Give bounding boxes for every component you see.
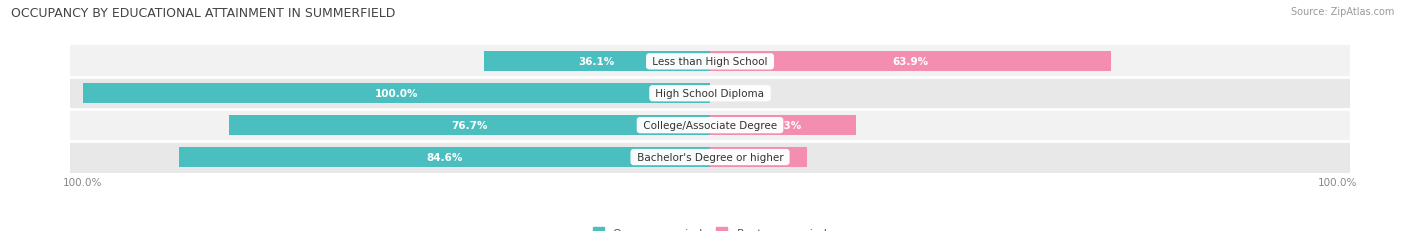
Text: 84.6%: 84.6% <box>426 152 463 162</box>
Text: High School Diploma: High School Diploma <box>652 89 768 99</box>
Bar <box>70 46 1350 78</box>
Text: Less than High School: Less than High School <box>650 57 770 67</box>
Bar <box>484 52 710 72</box>
Text: 36.1%: 36.1% <box>579 57 614 67</box>
Text: 76.7%: 76.7% <box>451 121 488 131</box>
Bar <box>180 148 710 167</box>
Text: 100.0%: 100.0% <box>374 89 418 99</box>
Bar <box>70 78 1350 110</box>
Bar <box>710 52 1111 72</box>
Bar <box>83 84 710 104</box>
Legend: Owner-occupied, Renter-occupied: Owner-occupied, Renter-occupied <box>593 227 827 231</box>
Bar <box>710 148 807 167</box>
Bar <box>229 116 710 135</box>
Text: 23.3%: 23.3% <box>765 121 801 131</box>
Bar <box>70 141 1350 173</box>
Bar <box>70 110 1350 141</box>
Text: OCCUPANCY BY EDUCATIONAL ATTAINMENT IN SUMMERFIELD: OCCUPANCY BY EDUCATIONAL ATTAINMENT IN S… <box>11 7 395 20</box>
Text: 0.0%: 0.0% <box>723 89 752 99</box>
Text: College/Associate Degree: College/Associate Degree <box>640 121 780 131</box>
Text: 15.4%: 15.4% <box>740 152 776 162</box>
Text: Source: ZipAtlas.com: Source: ZipAtlas.com <box>1291 7 1395 17</box>
Bar <box>710 116 856 135</box>
Text: 63.9%: 63.9% <box>893 57 928 67</box>
Text: Bachelor's Degree or higher: Bachelor's Degree or higher <box>634 152 786 162</box>
